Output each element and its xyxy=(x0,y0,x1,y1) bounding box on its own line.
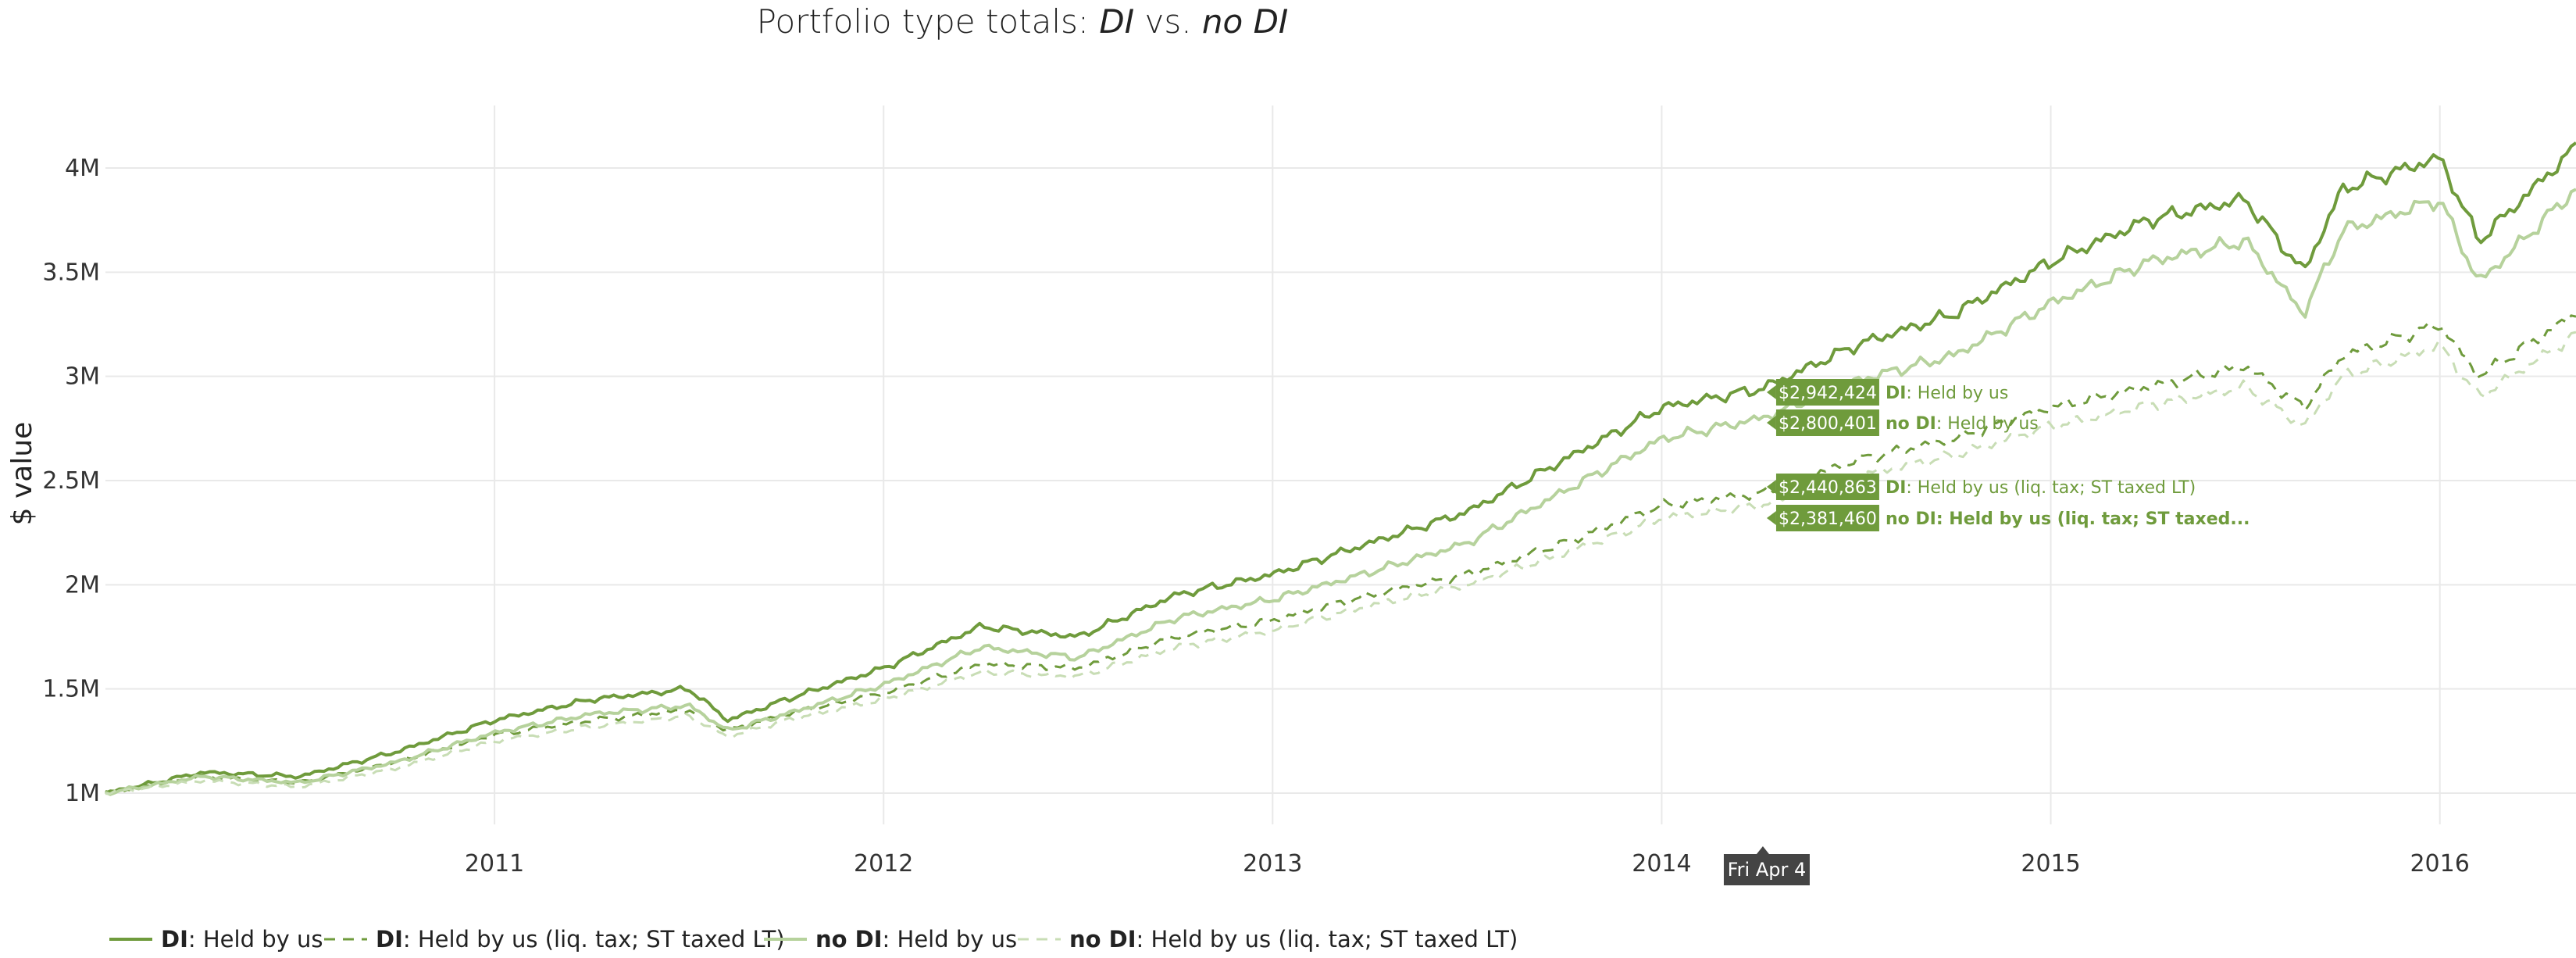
tooltip-box xyxy=(1775,379,1879,406)
hover-date-flag-pointer xyxy=(1756,846,1769,854)
legend-label: no DI: Held by us xyxy=(815,926,1017,953)
tooltip-series-prefix: DI xyxy=(1886,384,1906,403)
legend-series-prefix: DI xyxy=(161,926,188,953)
tooltip-pointer xyxy=(1766,480,1776,494)
legend-label: no DI: Held by us (liq. tax; ST taxed LT… xyxy=(1069,926,1518,953)
tooltip-box xyxy=(1775,474,1879,500)
y-tick-label: 2.5M xyxy=(42,467,100,495)
chart-title-a: DI xyxy=(1099,2,1134,41)
tooltip-box xyxy=(1775,505,1879,531)
legend-series-prefix: no DI xyxy=(1069,926,1136,953)
x-axis-ticks: 2011 2012 2013 2014 2015 2016 xyxy=(465,850,2470,878)
legend-series-prefix: no DI xyxy=(815,926,883,953)
tooltip-pointer xyxy=(1766,511,1776,525)
hover-date-flag xyxy=(1723,854,1810,885)
legend-item-3[interactable]: no DI: Held by us (liq. tax; ST taxed LT… xyxy=(1018,926,1518,953)
legend[interactable]: DI: Held by us DI: Held by us (liq. tax; … xyxy=(109,926,1518,953)
y-tick-label: 3.5M xyxy=(42,259,100,286)
tooltip-pointer xyxy=(1766,385,1776,399)
y-tick-label: 4M xyxy=(65,155,100,182)
hover-date-label: Fri Apr 4 xyxy=(1728,859,1807,881)
chart-title-b: no DI xyxy=(1202,2,1288,41)
hover-tooltips[interactable]: Fri Apr 4$2,942,424 DI: Held by us$2,800,… xyxy=(1723,379,2250,885)
y-tick-label: 1M xyxy=(65,780,100,807)
y-tick-label: 2M xyxy=(65,571,100,599)
tooltip-series-text: : Held by us xyxy=(1936,414,2039,434)
tooltip-series-text: : Held by us (liq. tax; ST taxed... xyxy=(1936,509,2250,529)
x-tick-label: 2013 xyxy=(1243,850,1302,878)
legend-series-text: : Held by us xyxy=(883,926,1018,953)
tooltip-value: $2,381,460 xyxy=(1779,509,1877,529)
tooltip-series-prefix: no DI xyxy=(1886,509,1936,529)
legend-item-2[interactable]: no DI: Held by us xyxy=(764,926,1017,953)
series-line-3 xyxy=(105,331,2576,795)
x-tick-label: 2016 xyxy=(2410,850,2469,878)
tooltip-series-text: : Held by us xyxy=(1906,384,2008,403)
tooltip-series-prefix: no DI xyxy=(1886,414,1936,434)
legend-series-text: : Held by us xyxy=(188,926,323,953)
x-tick-label: 2011 xyxy=(465,850,524,878)
tooltip-value: $2,942,424 xyxy=(1779,384,1877,403)
tooltip-label: DI: Held by us xyxy=(1886,384,2008,403)
tooltip-label: no DI: Held by us (liq. tax; ST taxed... xyxy=(1886,509,2250,529)
gridlines xyxy=(105,105,2576,824)
x-tick-label: 2012 xyxy=(854,850,913,878)
series-line-1 xyxy=(105,314,2576,795)
tooltip-series-text: : Held by us (liq. tax; ST taxed LT) xyxy=(1906,478,2196,498)
y-tick-label: 1.5M xyxy=(42,676,100,703)
legend-item-0[interactable]: DI: Held by us xyxy=(109,926,323,953)
tooltip-label: DI: Held by us (liq. tax; ST taxed LT) xyxy=(1886,478,2196,498)
y-axis-ticks: 1M 1.5M 2M 2.5M 3M 3.5M 4M xyxy=(42,155,100,807)
y-tick-label: 3M xyxy=(65,363,100,391)
series-lines xyxy=(105,141,2576,796)
legend-label: DI: Held by us xyxy=(161,926,323,953)
x-tick-label: 2015 xyxy=(2021,850,2080,878)
legend-series-text: : Held by us (liq. tax; ST taxed LT) xyxy=(1136,926,1518,953)
legend-series-text: : Held by us (liq. tax; ST taxed LT) xyxy=(403,926,785,953)
chart-title: Portfolio type totals: DI vs. no DI xyxy=(757,2,1289,41)
chart-title-mid: vs. xyxy=(1134,2,1202,41)
tooltip-value: $2,800,401 xyxy=(1779,414,1877,434)
tooltip-label: no DI: Held by us xyxy=(1886,414,2039,434)
x-tick-label: 2014 xyxy=(1632,850,1691,878)
series-line-2 xyxy=(105,188,2576,796)
y-axis-label: $ value xyxy=(6,422,38,526)
legend-series-prefix: DI xyxy=(376,926,403,953)
chart-title-prefix: Portfolio type totals: xyxy=(757,2,1100,41)
tooltip-box xyxy=(1775,409,1879,436)
legend-item-1[interactable]: DI: Held by us (liq. tax; ST taxed LT) xyxy=(324,926,785,953)
tooltip-value: $2,440,863 xyxy=(1779,478,1877,498)
series-line-0 xyxy=(105,141,2576,795)
tooltip-series-prefix: DI xyxy=(1886,478,1906,498)
legend-label: DI: Held by us (liq. tax; ST taxed LT) xyxy=(376,926,785,953)
tooltip-pointer xyxy=(1766,416,1776,430)
